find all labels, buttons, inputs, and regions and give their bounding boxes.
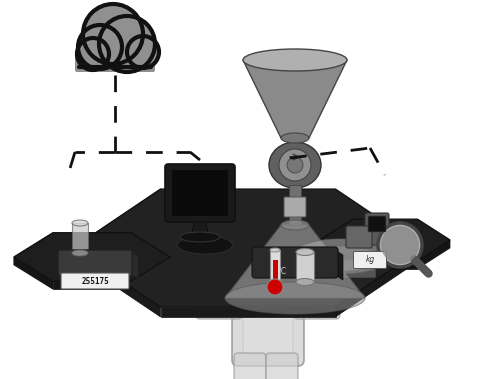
Ellipse shape bbox=[180, 232, 220, 242]
Polygon shape bbox=[131, 257, 170, 289]
FancyBboxPatch shape bbox=[76, 51, 154, 71]
Ellipse shape bbox=[72, 220, 88, 226]
Circle shape bbox=[99, 16, 155, 72]
FancyBboxPatch shape bbox=[172, 170, 228, 216]
FancyBboxPatch shape bbox=[61, 273, 129, 289]
Ellipse shape bbox=[269, 142, 321, 188]
Text: 255175: 255175 bbox=[81, 277, 109, 285]
FancyBboxPatch shape bbox=[365, 213, 389, 245]
Circle shape bbox=[127, 36, 159, 68]
Text: °C: °C bbox=[277, 268, 287, 277]
Circle shape bbox=[267, 279, 283, 295]
Ellipse shape bbox=[270, 248, 280, 252]
FancyBboxPatch shape bbox=[284, 197, 306, 217]
Ellipse shape bbox=[296, 249, 314, 255]
FancyBboxPatch shape bbox=[294, 291, 340, 319]
Circle shape bbox=[128, 36, 158, 67]
Circle shape bbox=[100, 17, 154, 71]
Polygon shape bbox=[418, 240, 450, 269]
Polygon shape bbox=[335, 250, 343, 280]
Polygon shape bbox=[336, 248, 423, 317]
Polygon shape bbox=[73, 189, 160, 258]
Polygon shape bbox=[14, 233, 170, 281]
Ellipse shape bbox=[281, 133, 309, 143]
FancyBboxPatch shape bbox=[75, 50, 155, 72]
Polygon shape bbox=[225, 225, 365, 298]
FancyBboxPatch shape bbox=[252, 247, 338, 278]
FancyBboxPatch shape bbox=[243, 290, 293, 354]
Polygon shape bbox=[130, 252, 138, 278]
Ellipse shape bbox=[225, 282, 365, 314]
Circle shape bbox=[287, 157, 303, 173]
Circle shape bbox=[84, 5, 142, 63]
Circle shape bbox=[381, 226, 419, 264]
Polygon shape bbox=[243, 60, 347, 138]
Polygon shape bbox=[320, 219, 450, 261]
FancyBboxPatch shape bbox=[368, 216, 386, 232]
Ellipse shape bbox=[243, 49, 347, 71]
FancyBboxPatch shape bbox=[58, 250, 132, 276]
Ellipse shape bbox=[281, 220, 309, 230]
FancyBboxPatch shape bbox=[196, 291, 242, 319]
Text: kg: kg bbox=[365, 255, 374, 265]
Polygon shape bbox=[73, 189, 423, 307]
Polygon shape bbox=[273, 260, 277, 282]
Polygon shape bbox=[320, 219, 352, 248]
Polygon shape bbox=[320, 240, 352, 269]
Circle shape bbox=[79, 26, 121, 68]
Ellipse shape bbox=[296, 279, 314, 285]
Polygon shape bbox=[72, 223, 88, 253]
Ellipse shape bbox=[295, 246, 385, 274]
Polygon shape bbox=[270, 250, 280, 284]
Polygon shape bbox=[53, 281, 131, 289]
Circle shape bbox=[78, 25, 122, 69]
Polygon shape bbox=[192, 219, 208, 233]
Polygon shape bbox=[305, 260, 375, 277]
Circle shape bbox=[279, 149, 311, 181]
Polygon shape bbox=[73, 248, 160, 317]
Circle shape bbox=[246, 235, 290, 279]
FancyBboxPatch shape bbox=[165, 164, 235, 222]
Polygon shape bbox=[14, 233, 53, 265]
Polygon shape bbox=[160, 307, 336, 317]
FancyBboxPatch shape bbox=[266, 353, 298, 379]
Circle shape bbox=[77, 39, 108, 69]
FancyBboxPatch shape bbox=[232, 279, 304, 366]
Circle shape bbox=[83, 4, 143, 64]
Polygon shape bbox=[14, 257, 53, 289]
Polygon shape bbox=[296, 252, 314, 282]
FancyBboxPatch shape bbox=[346, 226, 372, 248]
FancyBboxPatch shape bbox=[234, 353, 266, 379]
Circle shape bbox=[238, 227, 298, 287]
Ellipse shape bbox=[72, 250, 88, 256]
Polygon shape bbox=[289, 185, 301, 225]
Polygon shape bbox=[352, 261, 418, 269]
Circle shape bbox=[77, 38, 109, 70]
FancyBboxPatch shape bbox=[353, 252, 386, 268]
Circle shape bbox=[378, 223, 422, 267]
Ellipse shape bbox=[178, 236, 232, 254]
Ellipse shape bbox=[292, 239, 387, 271]
